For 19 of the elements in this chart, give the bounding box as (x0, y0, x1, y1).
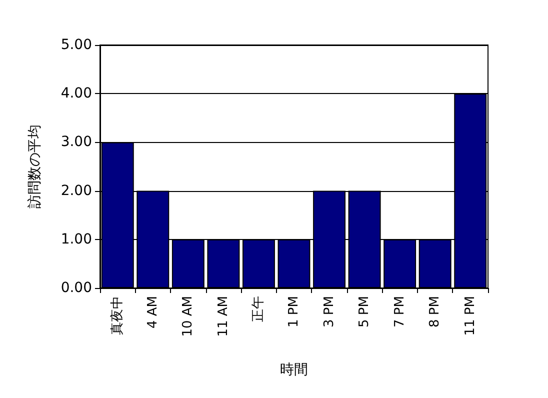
x-tick-label: 7 PM (392, 296, 408, 328)
y-tick-label: 3.00 (60, 134, 92, 150)
x-tick-label: 10 AM (180, 296, 196, 337)
x-tick-label: 正午 (251, 296, 266, 322)
y-tick-label: 5.00 (60, 37, 92, 53)
x-tick-label: 1 PM (286, 296, 302, 328)
y-axis-title: 訪問数の平均 (27, 124, 43, 208)
x-tick-label: 3 PM (322, 296, 337, 328)
y-tick-label: 4.00 (60, 86, 92, 102)
y-tick-label: 1.00 (60, 231, 92, 248)
x-axis-title: 時間 (280, 362, 308, 378)
x-tick-label: 5 PM (357, 296, 372, 328)
x-tick-label: 8 PM (428, 296, 443, 328)
y-tick-label: 0.00 (60, 280, 92, 296)
x-tick-label: 真夜中 (109, 296, 126, 335)
y-tick-label: 2.00 (60, 182, 92, 199)
x-tick-label: 4 AM (145, 296, 160, 329)
x-tick-label: 11 PM (462, 296, 478, 336)
x-tick-label: 11 AM (216, 296, 231, 337)
